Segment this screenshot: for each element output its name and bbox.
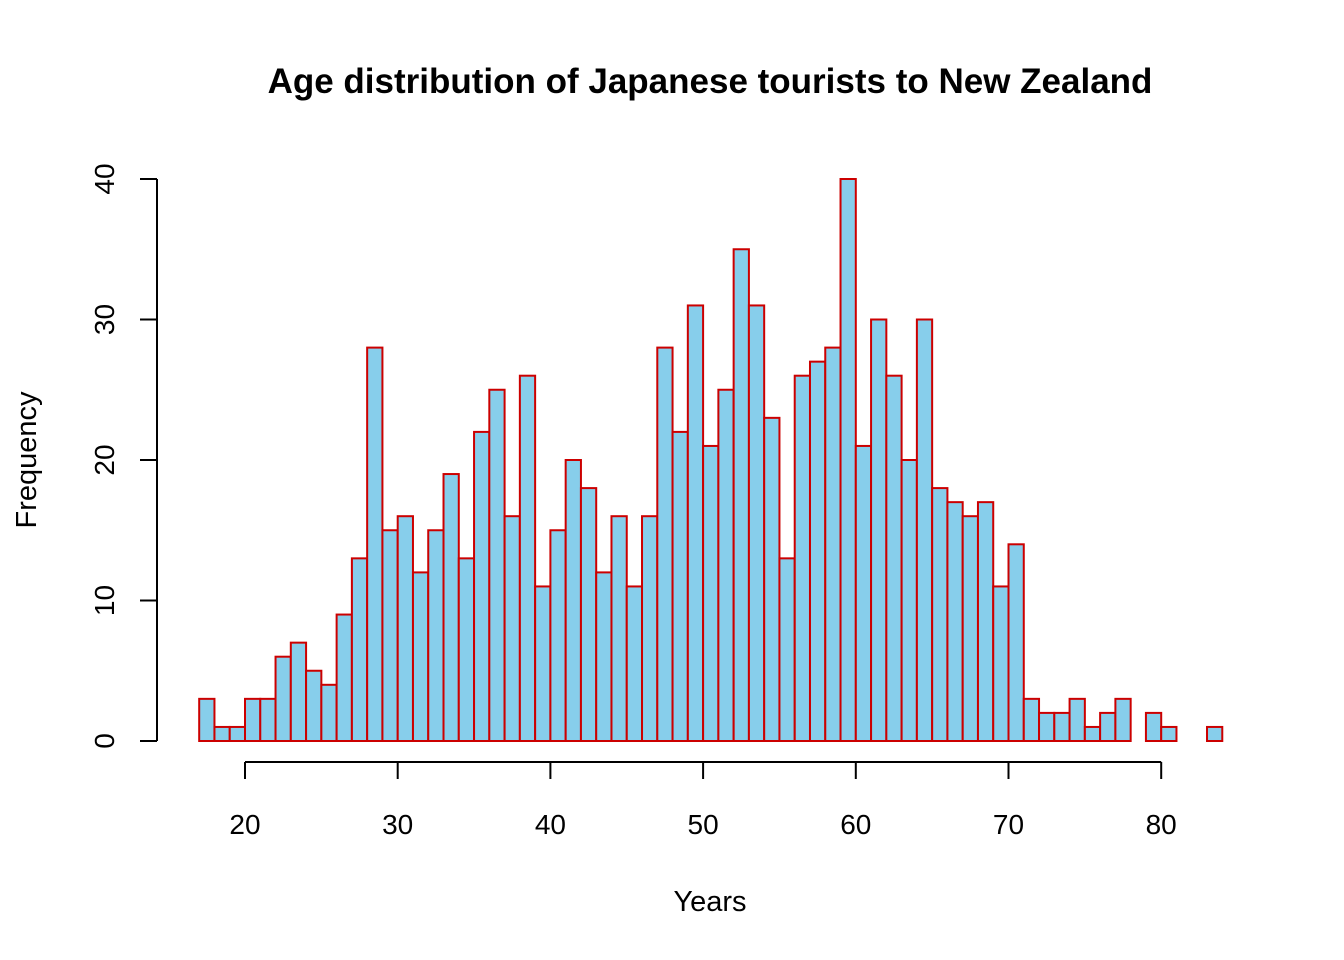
histogram-bar [228,725,246,743]
histogram-bar [870,318,888,742]
histogram-bar [732,248,750,742]
histogram-bar [778,557,796,742]
histogram-bar [702,444,720,742]
histogram-bar [961,515,979,743]
histogram-bar [198,697,216,742]
histogram-bar [350,557,369,742]
histogram-bar [625,585,644,743]
histogram-bar [1068,697,1086,742]
histogram-bar [335,613,353,742]
histogram-bar [1038,711,1056,743]
y-tick-label: 0 [89,733,120,749]
histogram-bar [289,641,308,743]
histogram-bar [1206,725,1224,743]
histogram-bar [1144,711,1163,743]
x-tick-label: 50 [688,809,719,840]
histogram-bar [213,725,231,743]
histogram-bar [1053,711,1071,743]
histogram-bar [671,430,689,742]
histogram-bar [915,318,934,742]
histogram-bar [1083,725,1102,743]
x-axis-label: Years [673,886,746,918]
x-tick-label: 20 [229,809,260,840]
x-tick-label: 70 [993,809,1024,840]
histogram-bar [427,529,445,742]
histogram-bar [534,585,552,743]
histogram-bar [1099,711,1117,743]
y-axis-label: Frequency [11,391,43,529]
y-tick-label: 30 [89,304,120,335]
histogram-bar [518,374,537,742]
histogram-bar [305,669,323,742]
y-tick-label: 10 [89,585,120,616]
histogram-bar [824,346,842,742]
histogram-bar [503,515,521,743]
x-tick-label: 40 [535,809,566,840]
histogram-bar [381,529,399,742]
histogram-bar [549,529,567,742]
histogram-bar [244,697,262,742]
x-tick-label: 60 [840,809,871,840]
histogram-bar [747,304,766,742]
histogram-bar [900,459,918,742]
histogram-bar [366,346,384,742]
histogram-bar [396,515,414,743]
histogram-bar [885,374,903,742]
histogram-bar [564,459,582,742]
histogram-bar [274,655,292,743]
histogram-bar [1007,543,1025,742]
histogram-bar [717,388,735,742]
y-tick-label: 20 [89,444,120,475]
histogram-bar [411,571,430,743]
histogram-bar [488,388,506,742]
histogram-bar [793,374,811,742]
histogram-bar [946,501,964,742]
histogram-bar [473,430,491,742]
histogram-bar [763,416,781,742]
histogram-bar [854,444,873,742]
histogram-bar [259,697,277,742]
histogram-bar [610,515,628,743]
histogram-bar [992,585,1010,743]
histogram-bar [442,473,460,742]
histogram-bar [808,360,827,742]
bars-group [198,178,1224,743]
histogram-bar [839,178,857,742]
histogram-bar [976,501,995,742]
x-tick-label: 80 [1146,809,1177,840]
x-tick-label: 30 [382,809,413,840]
histogram-bar [686,304,705,742]
histogram-bar [579,487,598,742]
histogram-bar [320,683,338,742]
y-tick-label: 40 [89,163,120,194]
histogram-bar [1022,697,1041,742]
y-axis: 0 10 20 30 40 [89,163,158,749]
histogram-bar [656,346,674,742]
histogram-bar [1160,725,1178,743]
histogram-bar [595,571,613,743]
chart-title: Age distribution of Japanese tourists to… [268,62,1153,101]
histogram-bar [641,515,659,743]
x-axis: 20 30 40 50 60 70 80 [229,761,1177,840]
histogram-bar [931,487,949,742]
histogram-bar [1114,697,1132,742]
histogram-bar [457,557,476,742]
